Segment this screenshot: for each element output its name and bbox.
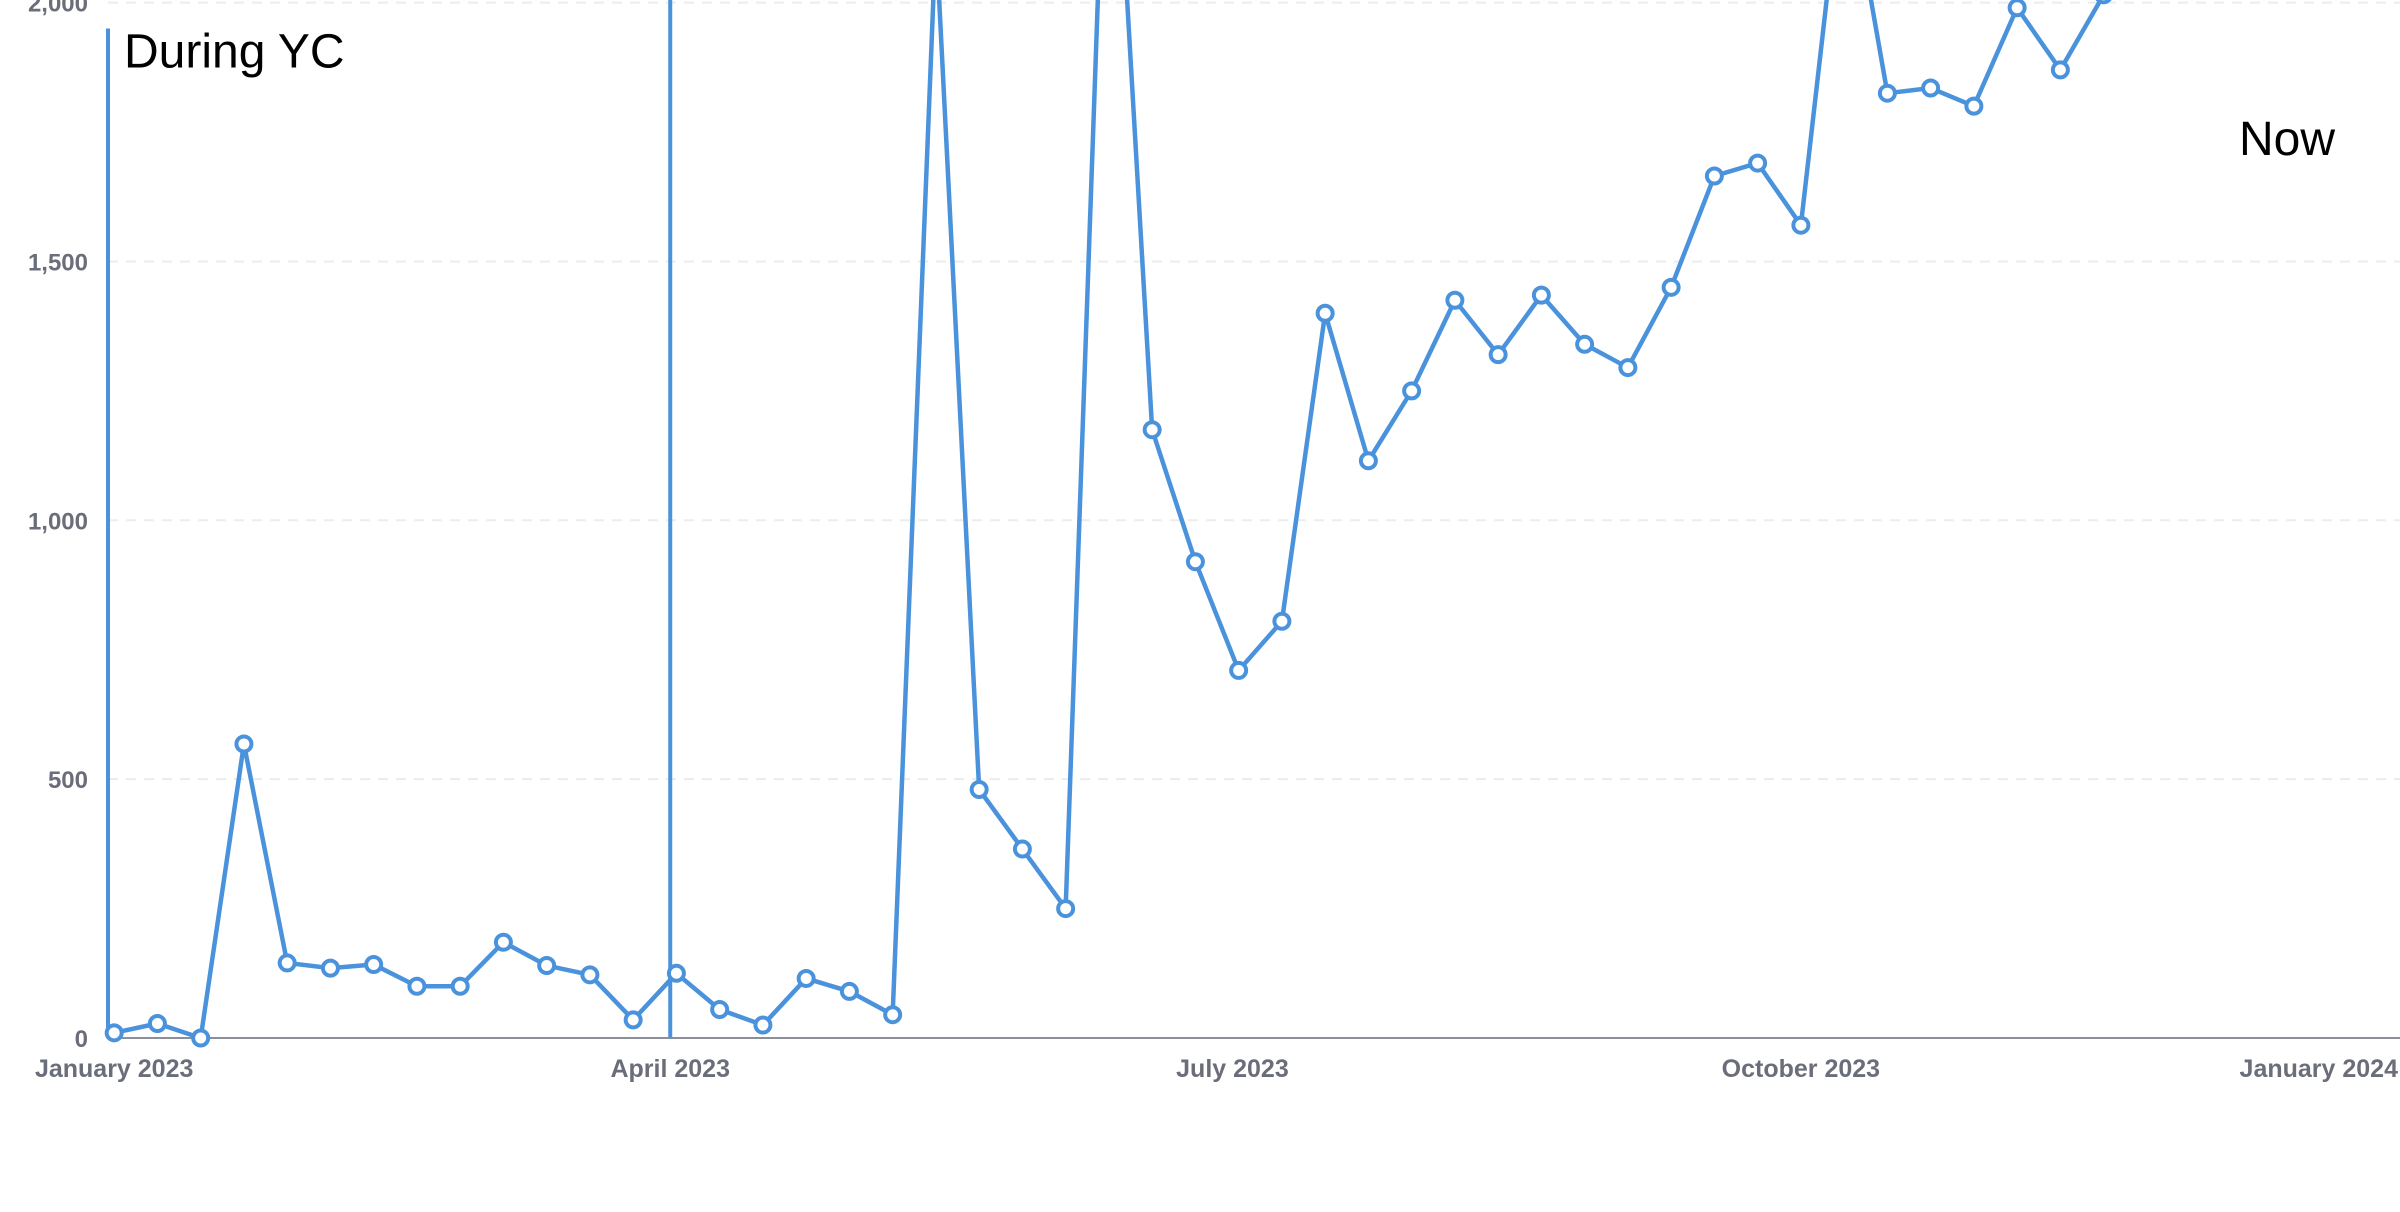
data-point [1921, 78, 1941, 98]
data-point [1618, 358, 1638, 378]
data-point [1531, 285, 1551, 305]
data-point [1272, 611, 1292, 631]
data-point [407, 976, 427, 996]
data-point [1748, 153, 1768, 173]
data-point [796, 968, 816, 988]
data-point [1791, 215, 1811, 235]
annotation-label: After YC [686, 0, 867, 6]
data-point [1964, 96, 1984, 116]
data-point [1012, 839, 1032, 859]
data-point [1142, 420, 1162, 440]
x-tick-label: January 2023 [35, 1055, 193, 1083]
data-point [1877, 83, 1897, 103]
data-point [2050, 60, 2070, 80]
data-point [320, 958, 340, 978]
data-point [450, 976, 470, 996]
annotation-label: During YC [124, 25, 345, 78]
x-tick-label: April 2023 [610, 1055, 730, 1083]
annotation-label: Now [2239, 113, 2335, 166]
data-point [2095, 0, 2112, 5]
data-point [666, 963, 686, 983]
data-point [2007, 0, 2027, 18]
data-point [104, 1023, 124, 1043]
y-tick-label: 2,000 [28, 0, 88, 18]
data-point [623, 1010, 643, 1030]
data-point [191, 1028, 211, 1048]
data-point [753, 1015, 773, 1035]
data-point [1488, 345, 1508, 365]
data-point [883, 1005, 903, 1025]
x-axis-ticks: January 2023 April 2023 July 2023 October 2… [35, 1055, 2398, 1083]
y-tick-label: 1,000 [28, 508, 88, 535]
grid-lines [108, 1, 2400, 781]
data-point [277, 953, 297, 973]
series-line [113, 0, 2104, 1041]
data-point [1185, 552, 1205, 572]
data-point [1229, 660, 1249, 680]
data-point [580, 965, 600, 985]
data-point [1402, 381, 1422, 401]
data-point [1358, 451, 1378, 471]
data-point [1575, 334, 1595, 354]
data-point [147, 1014, 167, 1034]
data-point [1056, 899, 1076, 919]
data-point [1445, 290, 1465, 310]
x-tick-label: January 2024 [2240, 1055, 2399, 1083]
x-tick-label: July 2023 [1176, 1055, 1289, 1083]
data-point [1704, 166, 1724, 186]
y-tick-label: 1,500 [28, 249, 88, 276]
data-point [969, 780, 989, 800]
annotations: During YC After YC Now [106, 0, 2335, 1038]
data-point [839, 981, 859, 1001]
data-point [710, 1000, 730, 1020]
data-point [1315, 303, 1335, 323]
data-point [537, 956, 557, 976]
data-point [1661, 277, 1681, 297]
y-tick-label: 0 [75, 1026, 88, 1053]
x-tick-label: October 2023 [1722, 1055, 1880, 1083]
y-tick-label: 500 [48, 767, 88, 794]
data-point [493, 932, 513, 952]
data-point [364, 954, 384, 974]
data-point [234, 734, 254, 754]
series-group [104, 0, 2112, 1048]
